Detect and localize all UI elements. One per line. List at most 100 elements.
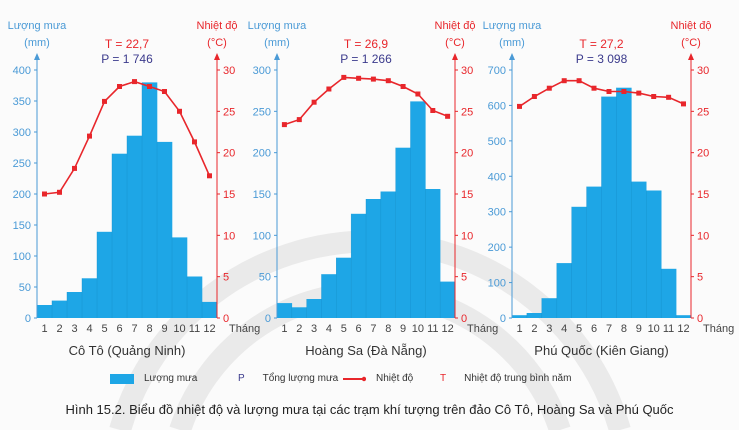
temp-tick-label: 30: [697, 65, 709, 77]
temp-point-month-3: [311, 99, 317, 105]
annual-temp-label: T = 22,7: [105, 37, 149, 51]
temp-line: [284, 76, 448, 126]
rain-bar-month-6: [351, 213, 367, 318]
month-tick-label: 12: [441, 323, 453, 335]
rain-axis-arrow-icon: [509, 53, 515, 60]
legend-total-rain-symbol: P: [238, 373, 245, 384]
rain-axis-title: Lượng mưa: [8, 20, 68, 32]
rain-bar-month-1: [37, 305, 53, 318]
legend-total-rain-label: Tổng lượng mưa: [262, 373, 339, 384]
month-tick-label: 7: [606, 323, 612, 335]
temp-point-month-7: [606, 89, 612, 94]
rain-axis-arrow-icon: [274, 53, 280, 60]
month-tick-label: 5: [341, 323, 347, 335]
month-tick-label: 12: [677, 323, 689, 335]
rain-bar-month-9: [631, 181, 647, 318]
rain-bar-month-5: [336, 257, 352, 318]
temp-axis-unit: (°C): [681, 37, 701, 49]
month-tick-label: 4: [561, 323, 567, 335]
rain-bar-month-12: [440, 281, 456, 318]
rain-tick-label: 0: [265, 313, 271, 325]
temp-axis-arrow-icon: [688, 53, 694, 60]
rain-tick-label: 50: [259, 272, 271, 284]
station-name: Hoàng Sa (Đà Nẵng): [305, 343, 426, 358]
temp-tick-label: 5: [697, 272, 703, 284]
temp-tick-label: 20: [461, 148, 473, 160]
month-tick-label: 3: [546, 323, 552, 335]
rain-tick-label: 300: [13, 127, 31, 139]
rain-bar-month-9: [157, 141, 173, 318]
temp-point-month-10: [177, 108, 182, 114]
month-tick-label: 9: [161, 323, 167, 335]
temp-point-month-1: [281, 122, 287, 128]
temp-tick-label: 10: [223, 230, 235, 242]
rain-tick-label: 200: [488, 242, 506, 254]
rain-axis-title: Lượng mưa: [483, 20, 543, 32]
rain-tick-label: 150: [253, 189, 271, 201]
month-tick-label: 7: [131, 323, 137, 335]
temp-tick-label: 25: [461, 106, 473, 118]
temp-point-month-10: [651, 94, 657, 99]
temp-point-month-7: [370, 76, 376, 82]
temp-point-month-4: [561, 78, 567, 84]
temp-point-month-9: [162, 89, 167, 94]
rain-axis-arrow-icon: [34, 53, 40, 60]
month-tick-label: 1: [41, 323, 47, 335]
temp-point-month-12: [445, 113, 451, 119]
rain-bar-month-12: [676, 315, 692, 318]
month-tick-label: 1: [281, 323, 287, 335]
temp-axis-title: Nhiệt độ: [435, 20, 476, 32]
rain-axis-unit: (mm): [264, 37, 290, 49]
month-tick-label: 2: [56, 323, 62, 335]
temp-line: [44, 80, 211, 195]
month-tick-label: 8: [385, 323, 391, 335]
temp-point-month-6: [356, 75, 362, 81]
month-tick-label: 6: [591, 323, 597, 335]
month-tick-label: 7: [370, 323, 376, 335]
month-tick-label: 1: [516, 323, 522, 335]
rain-bar-month-2: [526, 313, 543, 318]
rain-tick-label: 350: [13, 96, 31, 108]
rain-bar-month-1: [512, 315, 528, 318]
temp-axis-unit: (°C): [207, 37, 227, 49]
temp-point-month-4: [326, 86, 332, 92]
rain-bar-month-7: [366, 199, 382, 318]
rain-tick-label: 250: [253, 106, 271, 118]
legend-temp-line-icon: [343, 376, 366, 381]
month-tick-label: 11: [427, 323, 438, 335]
month-tick-label: 10: [648, 323, 660, 335]
annual-temp-label: T = 27,2: [579, 37, 623, 51]
rain-tick-label: 50: [19, 282, 31, 294]
rain-bar-month-11: [187, 276, 203, 318]
chart-co-to: 0 50 100 150 200 250 300 350 400 Lượng mưa (mm) 0 5 1…: [8, 20, 261, 358]
rain-tick-label: 600: [488, 100, 506, 112]
temp-point-month-1: [517, 103, 522, 109]
month-tick-label: 10: [173, 323, 185, 335]
temp-tick-label: 30: [461, 65, 473, 77]
temp-point-month-11: [192, 139, 197, 145]
month-tick-label: 2: [296, 323, 302, 335]
temp-point-month-11: [666, 94, 672, 100]
temp-point-month-6: [591, 85, 597, 91]
rain-bar-month-4: [556, 263, 572, 318]
month-tick-label: 2: [531, 323, 537, 335]
temp-point-month-5: [341, 74, 347, 80]
rain-bar-month-7: [601, 96, 617, 318]
month-tick-label: 11: [189, 323, 200, 335]
rain-tick-label: 200: [253, 148, 271, 160]
rain-axis-unit: (mm): [24, 37, 50, 49]
annual-temp-label: T = 26,9: [344, 37, 388, 51]
month-tick-label: 5: [576, 323, 582, 335]
temp-point-month-4: [87, 133, 92, 139]
rain-tick-label: 100: [488, 278, 506, 290]
month-tick-label: 4: [86, 323, 92, 335]
temp-point-month-5: [576, 78, 582, 84]
rain-tick-label: 200: [13, 189, 31, 201]
temp-axis-title: Nhiệt độ: [671, 20, 712, 32]
temp-tick-label: 0: [461, 313, 467, 325]
temp-tick-label: 20: [223, 148, 235, 160]
temp-axis-unit: (°C): [445, 37, 465, 49]
temp-tick-label: 25: [697, 106, 709, 118]
rain-axis-unit: (mm): [499, 37, 525, 49]
